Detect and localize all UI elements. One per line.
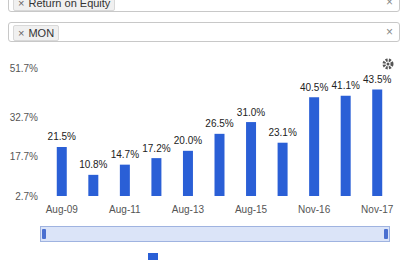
svg-text:Aug-13: Aug-13 [172, 204, 205, 215]
svg-text:40.5%: 40.5% [300, 82, 328, 93]
html-text:× MON: × MON [18, 27, 55, 39]
svg-text:31.0%: 31.0% [237, 107, 265, 118]
svg-text:17.2%: 17.2% [142, 143, 170, 154]
svg-text:43.5%: 43.5% [363, 74, 391, 85]
svg-text:23.1%: 23.1% [268, 127, 296, 138]
svg-text:2.7%: 2.7% [15, 191, 38, 202]
svg-text:51.7%: 51.7% [10, 63, 38, 74]
svg-text:21.5%: 21.5% [48, 131, 76, 142]
svg-text:26.5%: 26.5% [205, 118, 233, 129]
svg-text:Aug-09: Aug-09 [46, 204, 79, 215]
svg-text:17.7%: 17.7% [10, 151, 38, 162]
svg-text:41.1%: 41.1% [332, 80, 360, 91]
svg-text:10.8%: 10.8% [79, 159, 107, 170]
svg-text:Nov-16: Nov-16 [298, 204, 331, 215]
svg-text:32.7%: 32.7% [10, 112, 38, 123]
svg-text:14.7%: 14.7% [111, 149, 139, 160]
svg-text:Nov-17: Nov-17 [361, 204, 394, 215]
svg-text:20.0%: 20.0% [174, 135, 202, 146]
svg-text:Aug-11: Aug-11 [109, 204, 141, 215]
svg-text:Aug-15: Aug-15 [235, 204, 268, 215]
